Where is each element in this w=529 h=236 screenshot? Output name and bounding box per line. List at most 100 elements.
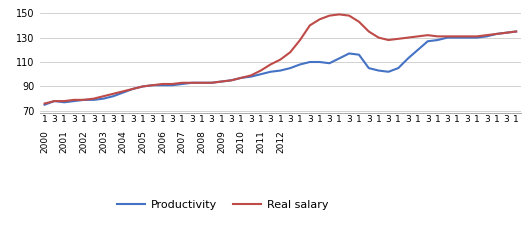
Productivity [326, 62, 333, 65]
Real salary [503, 31, 509, 34]
Real salary [179, 81, 185, 84]
Text: 2011: 2011 [256, 130, 265, 153]
Real salary [376, 36, 382, 39]
Real salary [464, 35, 470, 38]
Real salary [198, 81, 205, 84]
Real salary [218, 80, 225, 83]
Productivity [51, 100, 58, 102]
Text: 2003: 2003 [99, 130, 108, 153]
Real salary [356, 20, 362, 23]
Productivity [110, 95, 116, 98]
Productivity [130, 88, 136, 90]
Productivity [425, 40, 431, 43]
Real salary [385, 39, 391, 42]
Real salary [258, 69, 264, 72]
Real salary [405, 36, 411, 39]
Text: 2010: 2010 [236, 130, 245, 153]
Productivity [473, 36, 480, 39]
Productivity [513, 30, 519, 33]
Text: 2006: 2006 [158, 130, 167, 153]
Real salary [61, 100, 67, 102]
Productivity [464, 36, 470, 39]
Real salary [277, 58, 284, 61]
Productivity [61, 101, 67, 104]
Productivity [494, 33, 500, 35]
Productivity [434, 39, 441, 42]
Productivity [189, 81, 195, 84]
Real salary [238, 76, 244, 79]
Real salary [346, 14, 352, 17]
Real salary [415, 35, 421, 38]
Real salary [228, 79, 234, 82]
Real salary [494, 33, 500, 35]
Real salary [130, 88, 136, 90]
Productivity [297, 63, 303, 66]
Productivity [208, 81, 215, 84]
Productivity [444, 36, 451, 39]
Real salary [454, 35, 460, 38]
Real salary [169, 83, 176, 85]
Productivity [218, 80, 225, 83]
Productivity [385, 70, 391, 73]
Text: 2001: 2001 [60, 130, 69, 153]
Real salary [90, 97, 97, 100]
Text: 2000: 2000 [40, 130, 49, 153]
Productivity [101, 97, 107, 100]
Productivity [307, 61, 313, 63]
Text: 2002: 2002 [79, 130, 88, 152]
Productivity [140, 85, 146, 88]
Real salary [208, 81, 215, 84]
Productivity [316, 61, 323, 63]
Productivity [81, 98, 87, 101]
Productivity [484, 35, 490, 38]
Productivity [248, 75, 254, 78]
Real salary [101, 95, 107, 98]
Productivity [366, 67, 372, 70]
Productivity [228, 79, 234, 82]
Real salary [473, 35, 480, 38]
Real salary [150, 84, 156, 87]
Real salary [287, 51, 294, 54]
Text: 2008: 2008 [197, 130, 206, 153]
Real salary [297, 39, 303, 42]
Real salary [267, 63, 273, 66]
Productivity [41, 103, 48, 106]
Productivity [71, 100, 77, 102]
Productivity [415, 48, 421, 51]
Real salary [159, 83, 166, 85]
Productivity [376, 69, 382, 72]
Real salary [316, 18, 323, 21]
Productivity [150, 84, 156, 87]
Productivity [120, 91, 126, 94]
Productivity [395, 67, 402, 70]
Productivity [258, 73, 264, 76]
Real salary [140, 85, 146, 88]
Productivity [198, 81, 205, 84]
Real salary [41, 102, 48, 105]
Line: Productivity: Productivity [44, 31, 516, 105]
Real salary [189, 81, 195, 84]
Text: 2004: 2004 [118, 130, 127, 152]
Real salary [326, 14, 333, 17]
Productivity [90, 98, 97, 101]
Productivity [169, 84, 176, 87]
Real salary [484, 34, 490, 37]
Real salary [366, 30, 372, 33]
Text: 2012: 2012 [276, 130, 285, 152]
Real salary [395, 37, 402, 40]
Text: 2005: 2005 [138, 130, 148, 153]
Productivity [277, 69, 284, 72]
Productivity [159, 84, 166, 87]
Real salary [336, 13, 342, 16]
Productivity [287, 67, 294, 70]
Real salary [444, 35, 451, 38]
Real salary [434, 35, 441, 38]
Legend: Productivity, Real salary: Productivity, Real salary [113, 195, 333, 214]
Real salary [51, 100, 58, 102]
Text: 2009: 2009 [217, 130, 226, 153]
Productivity [336, 57, 342, 60]
Productivity [405, 57, 411, 60]
Productivity [267, 70, 273, 73]
Productivity [346, 52, 352, 55]
Real salary [120, 90, 126, 93]
